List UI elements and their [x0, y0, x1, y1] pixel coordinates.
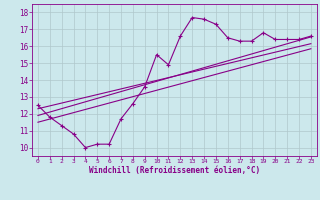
X-axis label: Windchill (Refroidissement éolien,°C): Windchill (Refroidissement éolien,°C)	[89, 166, 260, 175]
